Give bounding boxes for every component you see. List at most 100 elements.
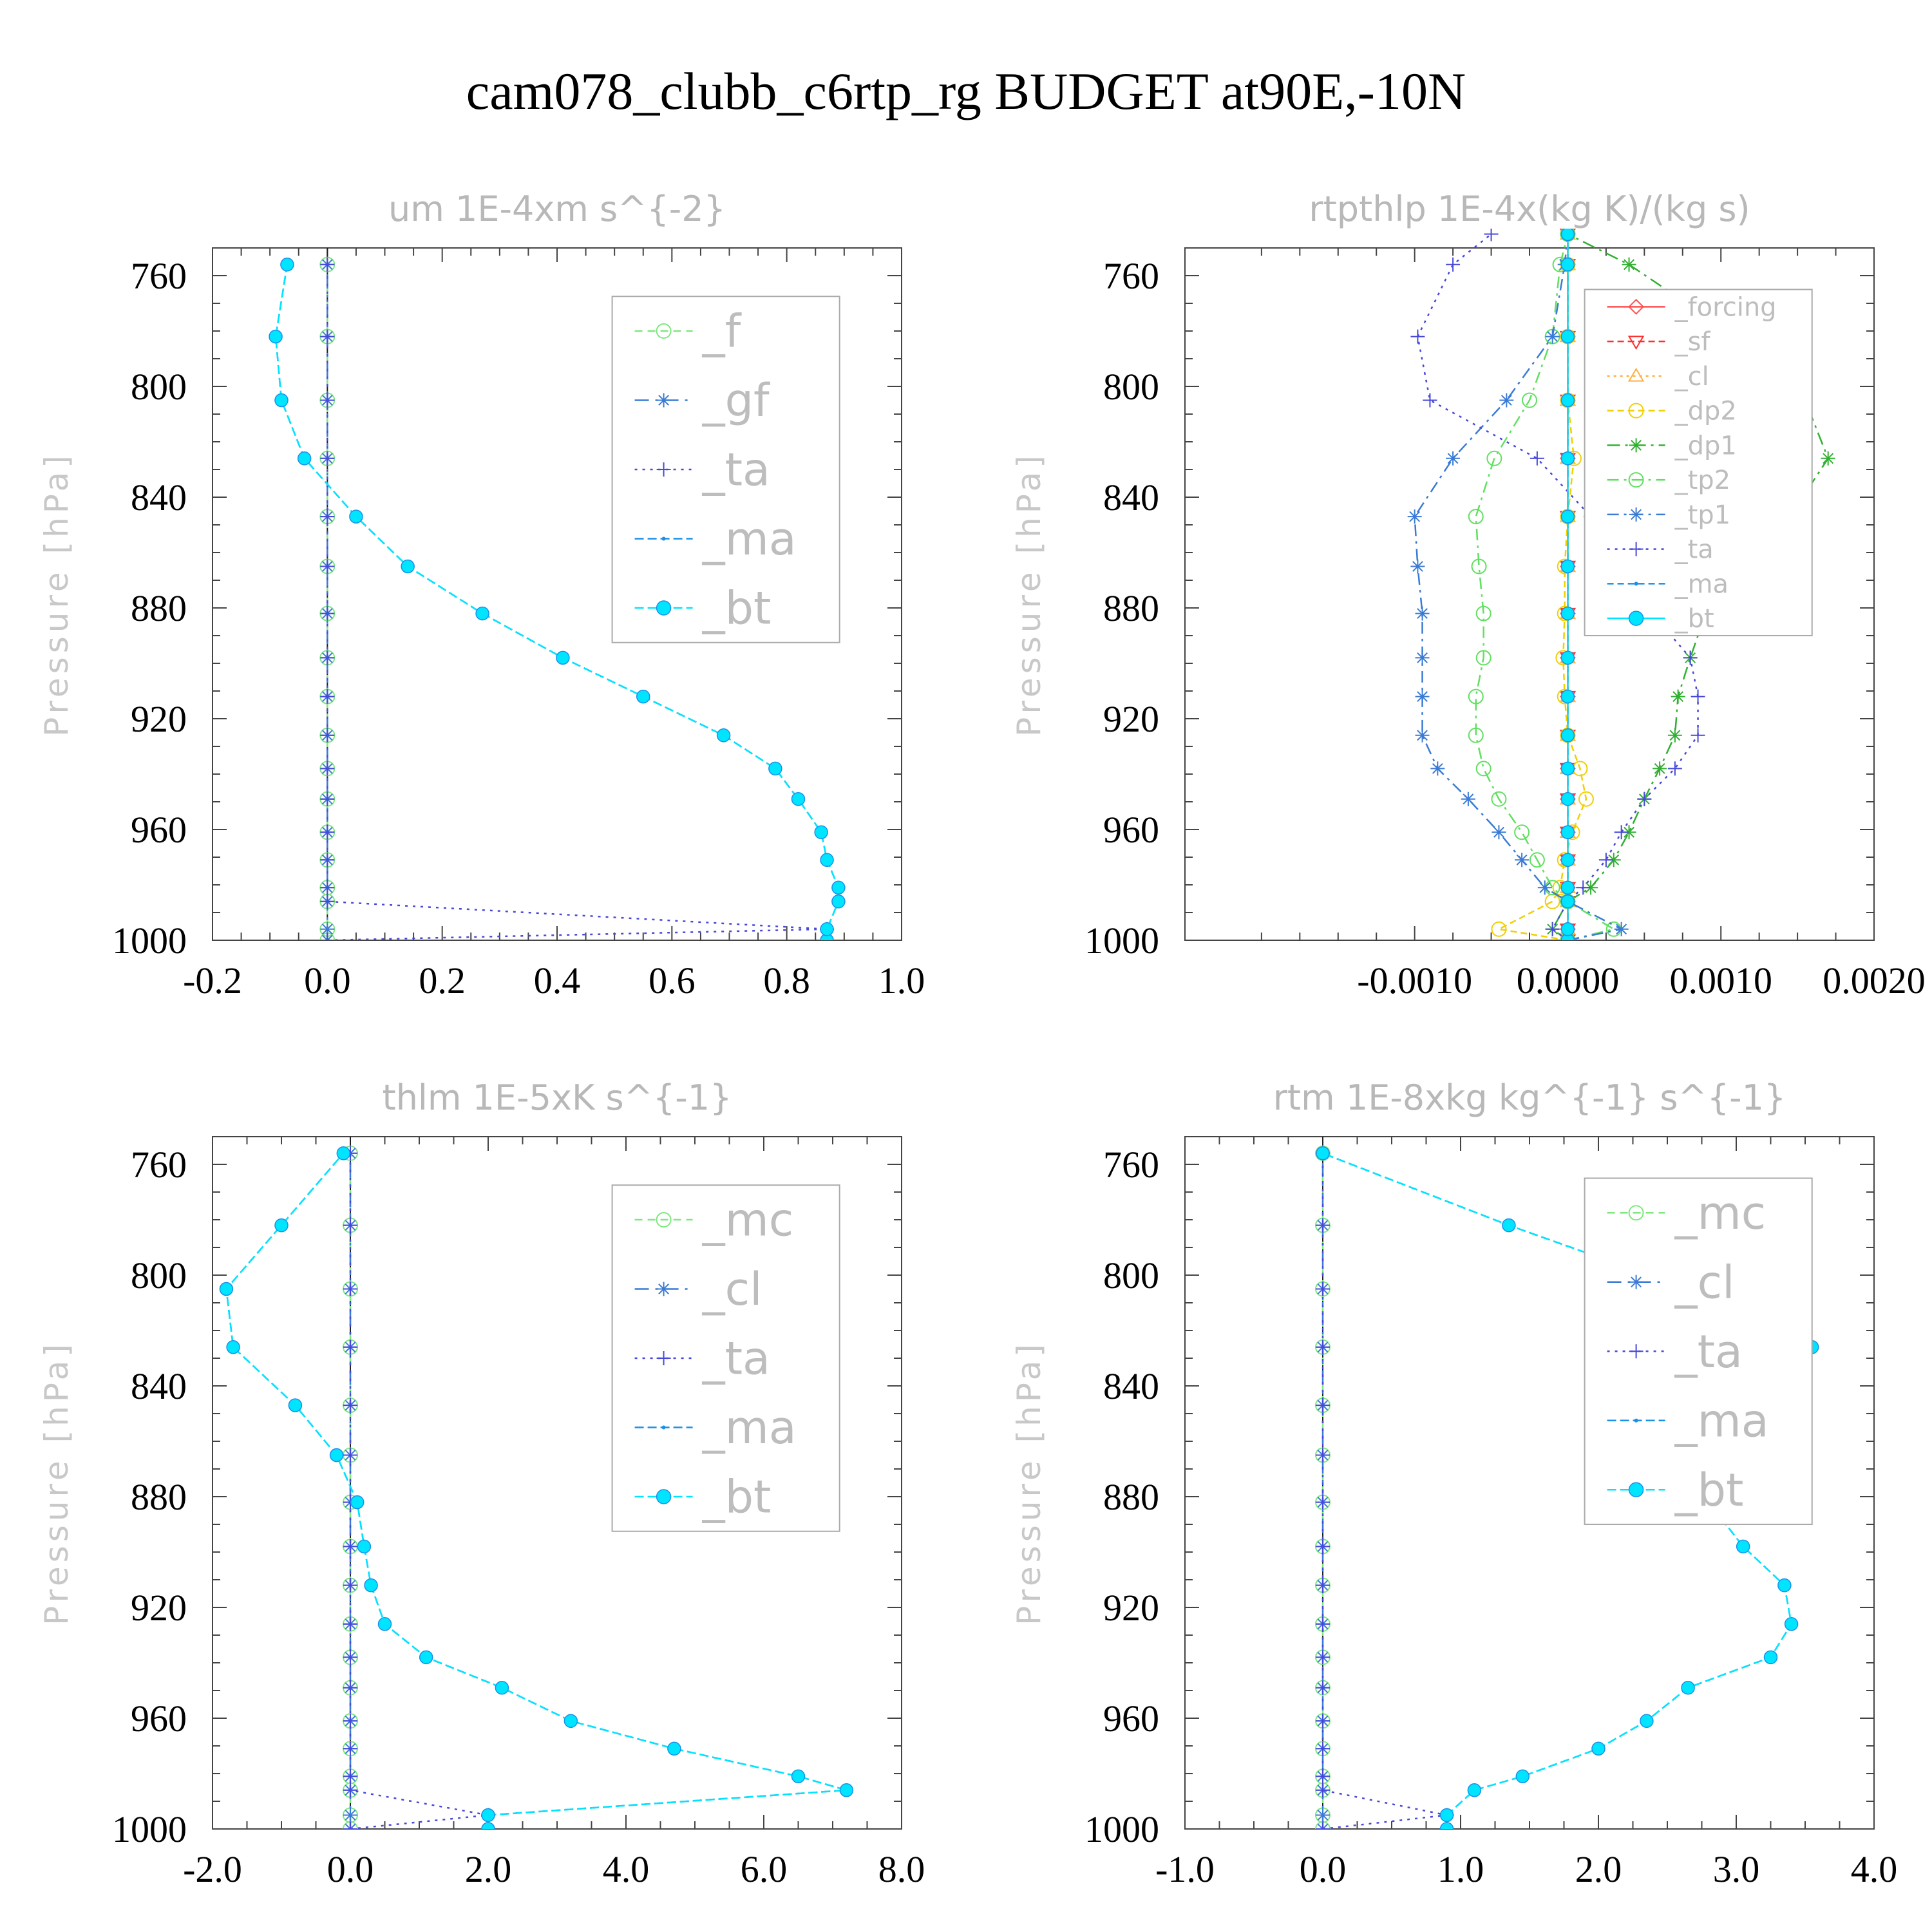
data-point [791, 791, 806, 806]
data-point [320, 853, 335, 867]
data-point [269, 329, 283, 344]
data-point [1530, 451, 1544, 466]
data-point [288, 1398, 303, 1412]
panel-1: um 1E-4xm s^{-2} Pressure [hPa] -0.2 0.0 0.2… [38, 189, 925, 1001]
legend-label: _dp2 [1674, 397, 1737, 426]
data-point [636, 689, 650, 704]
legend-marker [661, 1425, 666, 1430]
data-point [1410, 329, 1425, 344]
data-point [1468, 509, 1484, 525]
x-tick-label: 3.0 [1713, 1848, 1760, 1890]
data-point [1560, 393, 1575, 408]
legend-marker [1628, 298, 1645, 315]
y-tick-label: 960 [1103, 1698, 1159, 1739]
legend-label: _bt [702, 582, 772, 635]
data-point [419, 1650, 433, 1665]
legend-label: _tp2 [1674, 466, 1731, 495]
data-point [274, 1218, 289, 1233]
data-point [1316, 1340, 1330, 1354]
y-tick-label: 840 [131, 1365, 187, 1407]
data-point [343, 1578, 357, 1593]
panel-2: rtpthlp 1E-4x(kg K)/(kg s) Pressure [hPa]… [1010, 189, 1926, 1001]
legend-label: _sf [1674, 327, 1711, 357]
y-tick-label: 920 [131, 1587, 187, 1629]
legend-label: _ta [1674, 1325, 1743, 1378]
data-point [1468, 688, 1484, 705]
data-point [320, 329, 335, 344]
data-point [1545, 922, 1560, 936]
x-tick-label: 1.0 [1437, 1848, 1484, 1890]
data-point [320, 257, 335, 272]
data-point [349, 509, 363, 524]
legend-label: _cl [702, 1263, 762, 1316]
data-point [1560, 853, 1575, 867]
data-point [1515, 853, 1530, 867]
x-tick-label: 0.0 [1300, 1848, 1347, 1890]
legend-label: _f [702, 305, 742, 358]
legend-label: _ma [702, 1401, 797, 1454]
data-point [667, 1741, 681, 1756]
y-tick-label: 840 [1103, 1365, 1159, 1407]
data-point [1316, 1616, 1330, 1631]
legend-marker [1628, 611, 1644, 626]
y-axis-label: Pressure [hPa] [38, 451, 75, 737]
legend-marker [656, 1351, 671, 1365]
legend-marker [1629, 438, 1643, 453]
data-point [350, 1495, 365, 1510]
data-point [320, 791, 335, 806]
legend-box [1584, 1177, 1813, 1525]
legend: _f _gf _ta _ma _bt [611, 296, 840, 643]
data-point [320, 728, 335, 743]
data-point [320, 894, 335, 909]
y-tick-label: 960 [131, 1698, 187, 1739]
data-point [1598, 853, 1613, 867]
y-tick-label: 760 [131, 1144, 187, 1186]
data-point [1690, 689, 1705, 704]
x-tick-label: -1.0 [1155, 1848, 1215, 1890]
data-point [219, 1282, 234, 1296]
data-point [1316, 1808, 1330, 1823]
y-tick-label: 920 [1103, 1587, 1159, 1629]
data-point [320, 650, 335, 665]
data-point [336, 1146, 351, 1160]
series-line [1475, 234, 1616, 940]
legend-label: _mc [702, 1194, 794, 1247]
data-point [1560, 825, 1575, 840]
y-tick-label: 880 [131, 587, 187, 629]
legend-marker [1628, 472, 1644, 488]
series-group [219, 1145, 854, 1829]
y-tick-label: 1000 [112, 1808, 187, 1850]
data-point [1560, 509, 1575, 524]
legend-marker [656, 323, 672, 339]
data-point [320, 922, 335, 936]
data-point [1316, 1539, 1330, 1554]
legend-marker [661, 536, 666, 541]
data-point [1439, 1822, 1454, 1829]
data-point [820, 853, 834, 867]
legend-marker [1634, 1418, 1638, 1423]
x-tick-label: 0.8 [763, 960, 810, 1001]
y-tick-label: 840 [131, 477, 187, 518]
legend-label: _cl [1674, 362, 1709, 392]
legend-marker [656, 393, 671, 408]
data-point [839, 1783, 854, 1797]
series-group [269, 256, 846, 940]
data-point [1578, 791, 1594, 807]
x-tick-label: 8.0 [878, 1848, 925, 1890]
data-point [1316, 1741, 1330, 1756]
data-point [1821, 451, 1835, 466]
x-tick-label: 0.0020 [1823, 960, 1926, 1001]
data-point [1560, 689, 1575, 704]
data-point [1637, 791, 1652, 806]
data-point [320, 825, 335, 840]
legend-marker [1629, 542, 1643, 556]
y-tick-label: 800 [131, 1255, 187, 1296]
data-point [1683, 650, 1698, 665]
data-point [1415, 689, 1430, 704]
x-tick-label: -2.0 [183, 1848, 242, 1890]
data-point [1316, 1146, 1330, 1160]
legend-box [1584, 289, 1813, 636]
y-tick-label: 1000 [1084, 920, 1159, 961]
data-point [1614, 825, 1629, 840]
legend-label: _bt [1674, 604, 1714, 634]
